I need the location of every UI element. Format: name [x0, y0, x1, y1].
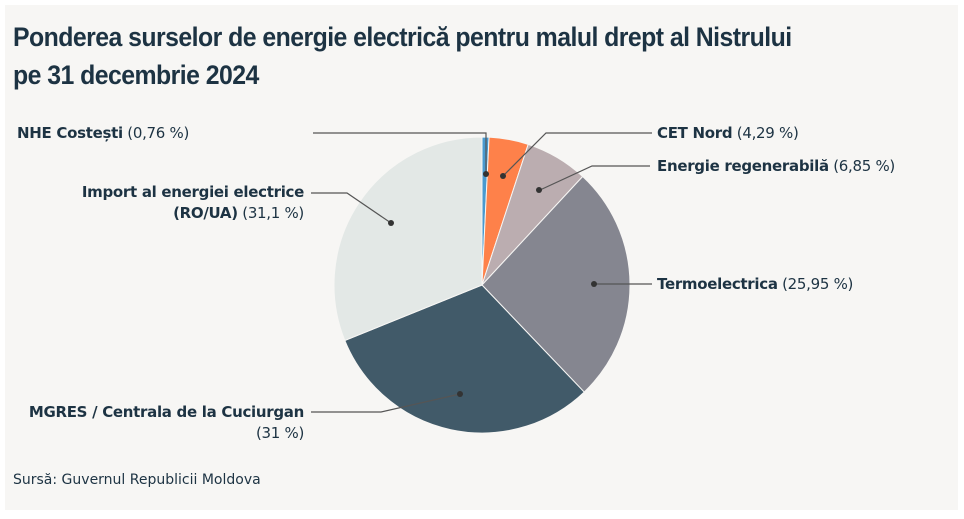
label-cet: CET Nord (4,29 %)	[657, 123, 799, 144]
chart-title: Ponderea surselor de energie electrică p…	[13, 18, 792, 94]
leader-reg	[539, 165, 650, 191]
dot-mgres	[457, 391, 463, 397]
label-import-pct: (31,1 %)	[242, 204, 304, 222]
label-nhe: NHE Costești (0,76 %)	[17, 123, 189, 144]
leader-import	[311, 192, 392, 224]
label-reg-pct: (6,85 %)	[833, 157, 895, 175]
pie-slice-5	[333, 136, 483, 342]
source-note: Sursă: Guvernul Republicii Moldova	[13, 472, 261, 488]
label-import: Import al energiei electrice (RO/UA) (31…	[82, 182, 304, 224]
label-reg-name: Energie regenerabilă	[657, 157, 829, 175]
label-mgres-pct: (31 %)	[255, 424, 304, 442]
dot-termo	[591, 281, 597, 287]
title-line-2: pe 31 decembrie 2024	[13, 60, 259, 90]
dot-reg	[536, 187, 542, 193]
label-termo: Termoelectrica (25,95 %)	[657, 274, 853, 295]
label-nhe-name: NHE Costești	[17, 124, 123, 142]
label-reg: Energie regenerabilă (6,85 %)	[657, 156, 895, 177]
pie-slice-4	[344, 284, 585, 434]
dot-import	[388, 220, 394, 226]
label-nhe-pct: (0,76 %)	[127, 124, 190, 142]
dot-nhe	[483, 171, 489, 177]
label-mgres: MGRES / Centrala de la Cuciurgan (31 %)	[29, 402, 304, 444]
label-import-name2: (RO/UA)	[173, 204, 238, 222]
label-cet-name: CET Nord	[657, 124, 733, 142]
leader-cet	[502, 132, 652, 177]
label-termo-name: Termoelectrica	[657, 275, 778, 293]
title-line-1: Ponderea surselor de energie electrică p…	[13, 22, 792, 52]
dot-cet	[500, 173, 506, 179]
label-import-name: Import al energiei electrice	[81, 183, 304, 201]
leader-mgres	[311, 393, 461, 413]
label-cet-pct: (4,29 %)	[736, 124, 799, 142]
label-mgres-name: MGRES / Centrala de la Cuciurgan	[28, 403, 304, 421]
label-termo-pct: (25,95 %)	[782, 275, 854, 293]
leader-nhe	[313, 132, 487, 173]
